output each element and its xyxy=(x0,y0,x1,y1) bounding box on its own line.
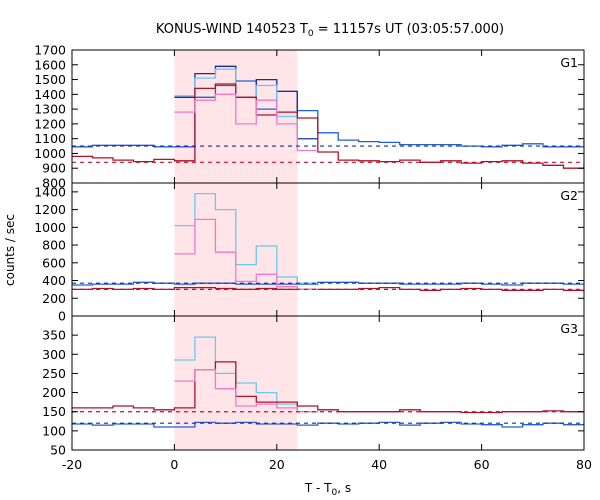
panel-frame xyxy=(71,49,585,184)
x-tick-label: 80 xyxy=(576,457,592,472)
panel-label: G2 xyxy=(560,188,578,203)
y-tick-label: 1200 xyxy=(34,116,66,131)
y-tick-label: 1000 xyxy=(34,220,66,235)
x-tick-label: 20 xyxy=(269,457,285,472)
panel-g3: 50 100 150 200 250 300 350 G3 xyxy=(42,315,585,458)
x-tick-label: 60 xyxy=(474,457,490,472)
y-tick-label: 800 xyxy=(42,176,66,191)
panel-g2: 0 200 400 600 800 1000 1200 1400 G2 xyxy=(34,182,585,324)
series-line-light-blue xyxy=(174,192,318,284)
y-tick-label: 1600 xyxy=(34,57,66,72)
panel-label: G3 xyxy=(560,321,578,336)
series-line-blue xyxy=(72,421,584,428)
y-tick-label: 0 xyxy=(58,309,66,324)
series-line-light-blue xyxy=(174,336,318,413)
y-tick-label: 900 xyxy=(42,161,66,176)
x-tick-label: 40 xyxy=(371,457,387,472)
series-line-pink xyxy=(174,368,318,413)
y-tick-label: 1400 xyxy=(34,87,66,102)
y-tick-label: 250 xyxy=(42,366,66,381)
y-tick-label: 300 xyxy=(42,347,66,362)
y-tick-label: 200 xyxy=(42,385,66,400)
y-tick-label: 100 xyxy=(42,423,66,438)
y-tick-label: 1400 xyxy=(34,184,66,199)
series-line-pink xyxy=(174,218,318,291)
series-group xyxy=(72,336,584,428)
series-line-blue xyxy=(72,80,584,148)
y-tick-label: 1100 xyxy=(34,131,66,146)
panel-frame xyxy=(71,182,585,317)
y-tick-label: 1000 xyxy=(34,146,66,161)
y-tick-label: 150 xyxy=(42,404,66,419)
series-line-blue xyxy=(72,281,584,286)
series-line-dark-red xyxy=(72,83,584,169)
series-line-pink xyxy=(174,93,318,152)
y-tick-label: 1300 xyxy=(34,102,66,117)
y-tick-label: 200 xyxy=(42,291,66,306)
y-tick-label: 350 xyxy=(42,328,66,343)
chart-title: KONUS-WIND 140523 T0 = 11157s UT (03:05:… xyxy=(156,22,504,39)
x-axis-label: T - T0, s xyxy=(304,481,351,498)
x-tick-label: -20 xyxy=(62,457,82,472)
series-line-dark-red xyxy=(72,361,584,414)
y-axis-label: counts / sec xyxy=(3,214,17,286)
panel-label: G1 xyxy=(560,55,578,70)
series-group xyxy=(72,65,584,169)
y-tick-label: 400 xyxy=(42,273,66,288)
y-tick-label: 50 xyxy=(50,443,66,458)
y-tick-label: 800 xyxy=(42,238,66,253)
series-line-dark-red xyxy=(72,286,584,292)
series-group xyxy=(72,192,584,292)
y-tick-label: 600 xyxy=(42,255,66,270)
x-tick-label: 0 xyxy=(170,457,178,472)
y-tick-label: 1500 xyxy=(34,72,66,87)
y-tick-label: 1200 xyxy=(34,202,66,217)
panel-frame xyxy=(71,315,585,451)
y-tick-label: 1700 xyxy=(34,43,66,58)
